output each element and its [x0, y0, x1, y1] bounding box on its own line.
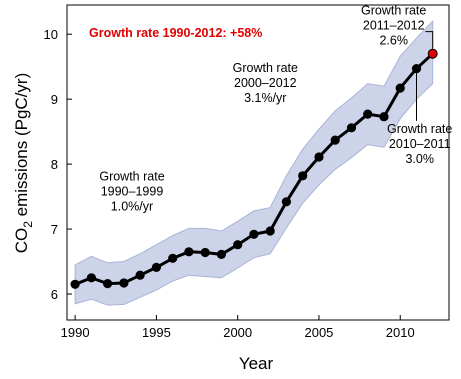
- annotation-leader-line-2012: [425, 31, 434, 49]
- x-tick-label-2000: 2000: [223, 325, 252, 340]
- x-tick-label-1990: 1990: [61, 325, 90, 340]
- y-tick-label-10: 10: [44, 27, 58, 42]
- data-point-1992: [103, 279, 113, 289]
- annotation-3-line-2: 2011–2012: [363, 19, 425, 33]
- y-tick-label-7: 7: [51, 222, 58, 237]
- data-point-1991: [86, 273, 96, 283]
- y-tick-label-6: 6: [51, 287, 58, 302]
- y-axis-title-main: CO: [12, 228, 31, 254]
- data-point-2000: [233, 240, 243, 250]
- data-point-2003: [281, 197, 291, 207]
- series-points-group: [70, 48, 438, 289]
- data-point-1990: [70, 279, 80, 289]
- data-point-2005: [314, 152, 324, 162]
- annotation-3: Growth rate 2011–2012 2.6%: [361, 4, 426, 48]
- annotation-3-line-3: 2.6%: [379, 34, 408, 48]
- annotation-4-line-3: 3.0%: [405, 152, 434, 166]
- y-tick-label-9: 9: [51, 92, 58, 107]
- data-point-1994: [135, 270, 145, 280]
- data-point-1998: [200, 247, 210, 258]
- data-point-2002: [265, 226, 275, 236]
- data-point-1995: [151, 262, 161, 272]
- annotation-2: Growth rate 2000–2012 3.1%/yr: [233, 61, 298, 105]
- data-point-1993: [119, 278, 129, 288]
- data-point-2004: [298, 171, 308, 181]
- data-point-2011: [411, 64, 422, 74]
- y-tick-label-8: 8: [51, 157, 58, 172]
- annotation-1-line-1: Growth rate: [99, 169, 164, 183]
- data-point-2007: [346, 123, 357, 133]
- data-point-2006: [330, 135, 340, 145]
- data-point-2001: [249, 229, 259, 239]
- data-point-1996: [168, 253, 178, 263]
- growth-headline: Growth rate 1990-2012: +58%: [89, 26, 262, 40]
- annotation-2-line-3: 3.1%/yr: [244, 91, 286, 105]
- data-point-1997: [184, 247, 194, 257]
- data-point-2009: [379, 112, 389, 122]
- x-tick-label-2005: 2005: [304, 325, 333, 340]
- annotation-1-line-3: 1.0%/yr: [111, 199, 153, 213]
- uncertainty-band: [74, 19, 434, 306]
- annotation-1: Growth rate 1990–1999 1.0%/yr: [99, 169, 164, 213]
- data-point-1999: [216, 249, 226, 259]
- data-point-2008: [363, 109, 373, 119]
- highlight-point-2012: [427, 48, 438, 59]
- x-tick-label-1995: 1995: [142, 325, 171, 340]
- axis-ticks-group: 1990 1995 2000 2005 2010 6 7 8 9 10: [44, 27, 415, 340]
- uncertainty-band-group: [74, 19, 434, 306]
- annotation-4-line-2: 2010–2011: [389, 137, 451, 151]
- annotation-4-line-1: Growth rate: [387, 122, 452, 136]
- annotation-2-line-1: Growth rate: [233, 61, 298, 75]
- annotation-3-line-1: Growth rate: [361, 4, 426, 18]
- plot-frame: [66, 4, 450, 321]
- y-axis-title-subscript: 2: [21, 221, 35, 228]
- data-point-2010: [395, 83, 405, 93]
- annotation-4: Growth rate 2010–2011 3.0%: [387, 122, 452, 166]
- x-tick-label-2010: 2010: [386, 325, 415, 340]
- annotation-1-line-2: 1990–1999: [101, 184, 164, 198]
- y-axis-title: CO2 emissions (PgC/yr): [12, 73, 35, 254]
- y-axis-title-rest: emissions (PgC/yr): [12, 73, 31, 221]
- annotation-2-line-2: 2000–2012: [234, 76, 297, 90]
- x-axis-title: Year: [239, 354, 274, 373]
